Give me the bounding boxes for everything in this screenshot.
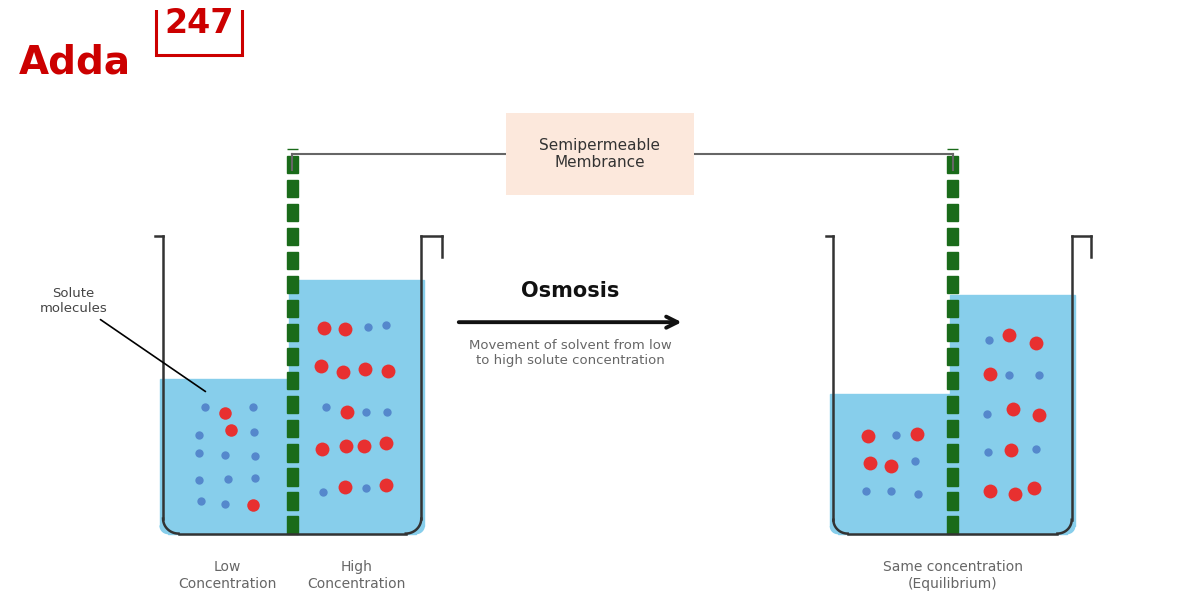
Bar bbox=[287, 492, 298, 509]
Bar bbox=[947, 516, 958, 533]
Text: Movement of solvent from low
to high solute concentration: Movement of solvent from low to high sol… bbox=[469, 340, 672, 367]
Bar bbox=[947, 348, 958, 365]
Bar bbox=[947, 420, 958, 437]
Bar bbox=[287, 420, 298, 437]
Polygon shape bbox=[948, 526, 955, 533]
Bar bbox=[287, 228, 298, 245]
Bar bbox=[947, 324, 958, 341]
FancyBboxPatch shape bbox=[505, 113, 695, 195]
Text: Adda: Adda bbox=[19, 44, 131, 82]
Bar bbox=[947, 276, 958, 293]
Bar bbox=[287, 156, 298, 173]
Bar bbox=[947, 252, 958, 269]
Bar bbox=[947, 444, 958, 461]
Bar bbox=[287, 444, 298, 461]
Bar bbox=[289, 280, 425, 526]
Text: 247: 247 bbox=[164, 7, 234, 40]
Bar bbox=[947, 300, 958, 317]
Text: Semipermeable
Membrance: Semipermeable Membrance bbox=[540, 138, 660, 170]
Bar bbox=[287, 372, 298, 389]
Bar bbox=[947, 204, 958, 221]
Bar bbox=[160, 379, 295, 526]
Bar bbox=[947, 180, 958, 197]
Bar bbox=[947, 372, 958, 389]
Bar bbox=[287, 276, 298, 293]
Bar bbox=[838, 526, 948, 533]
Bar bbox=[949, 295, 1075, 526]
Polygon shape bbox=[160, 526, 168, 533]
Bar bbox=[287, 468, 298, 485]
Bar bbox=[287, 204, 298, 221]
Bar bbox=[287, 324, 298, 341]
Bar bbox=[287, 516, 298, 533]
Bar bbox=[287, 348, 298, 365]
Bar bbox=[947, 228, 958, 245]
Bar bbox=[947, 492, 958, 509]
Polygon shape bbox=[287, 526, 295, 533]
FancyBboxPatch shape bbox=[156, 0, 241, 55]
Bar bbox=[287, 300, 298, 317]
Bar bbox=[830, 394, 955, 526]
Bar bbox=[287, 396, 298, 413]
Polygon shape bbox=[830, 526, 838, 533]
Bar bbox=[947, 156, 958, 173]
Text: Same concentration
(Equilibrium): Same concentration (Equilibrium) bbox=[882, 560, 1022, 590]
Bar bbox=[947, 396, 958, 413]
Bar bbox=[168, 526, 287, 533]
Text: Solute
molecules: Solute molecules bbox=[40, 287, 205, 392]
Text: Osmosis: Osmosis bbox=[521, 281, 619, 301]
Text: Low
Concentration: Low Concentration bbox=[179, 560, 277, 590]
Polygon shape bbox=[289, 526, 298, 533]
Bar bbox=[298, 526, 416, 533]
Bar bbox=[287, 252, 298, 269]
Polygon shape bbox=[416, 526, 425, 533]
Bar bbox=[947, 468, 958, 485]
Text: High
Concentration: High Concentration bbox=[307, 560, 406, 590]
Bar bbox=[958, 526, 1067, 533]
Polygon shape bbox=[949, 526, 958, 533]
Bar bbox=[287, 180, 298, 197]
Polygon shape bbox=[1067, 526, 1075, 533]
